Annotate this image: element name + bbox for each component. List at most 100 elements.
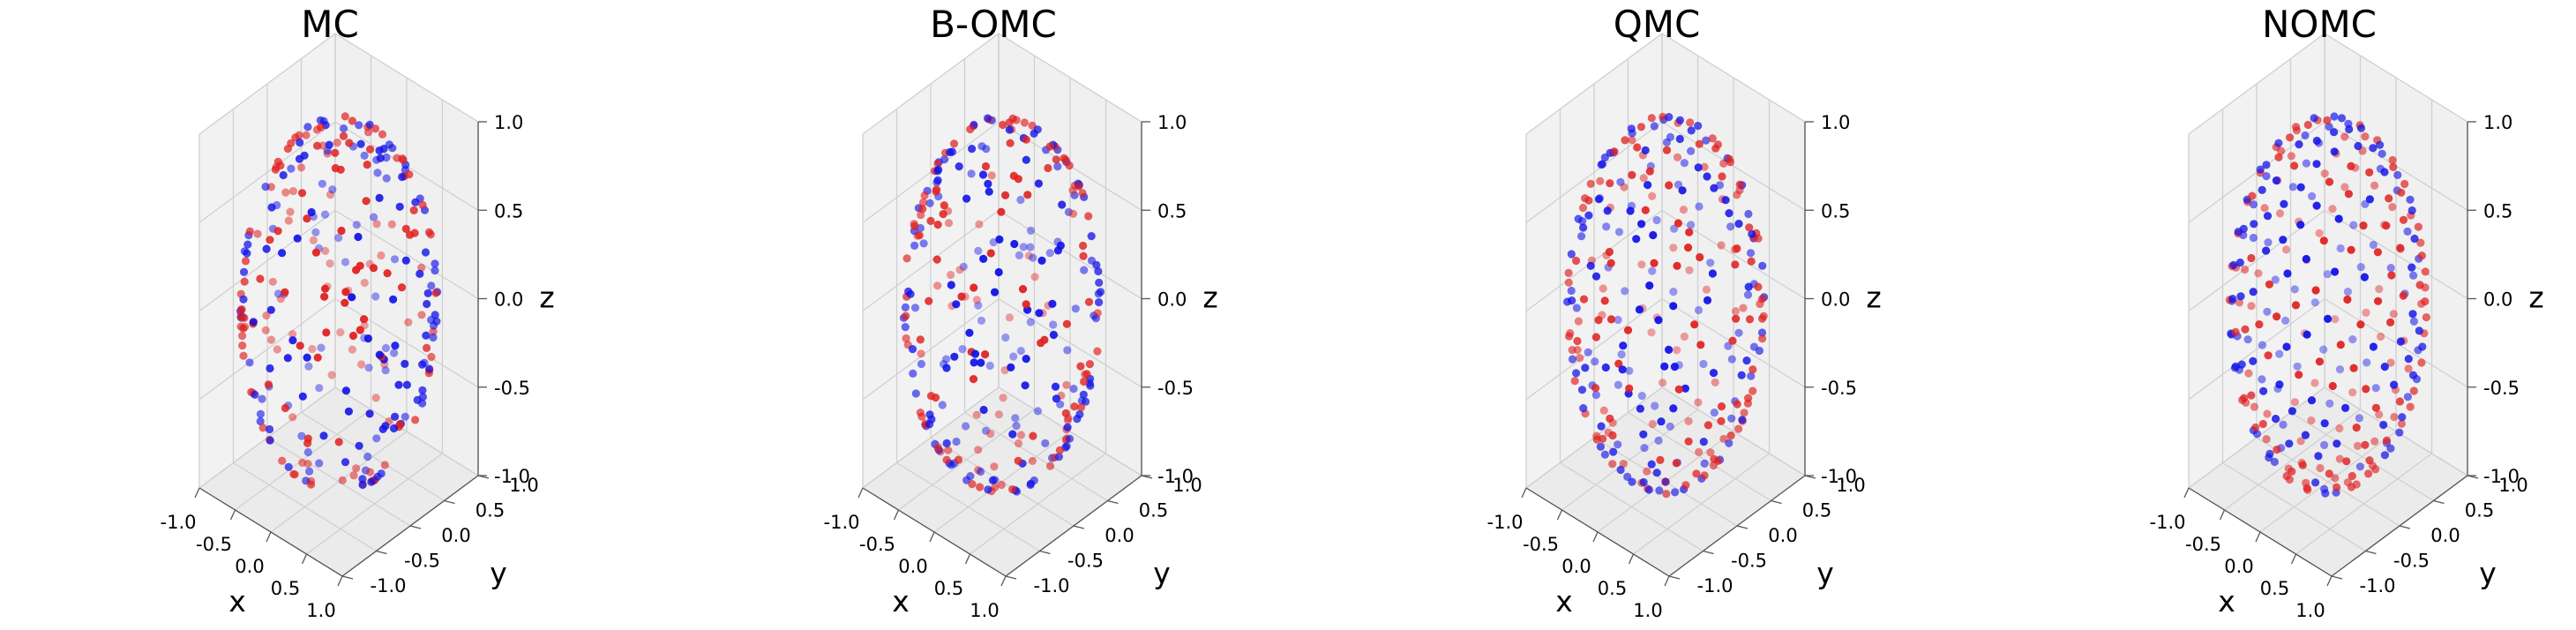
data-point: [2236, 292, 2245, 301]
data-point: [2321, 489, 2330, 498]
data-point: [2376, 140, 2385, 149]
data-point: [2408, 263, 2416, 272]
data-point: [256, 274, 265, 283]
data-point: [2301, 131, 2310, 140]
data-point: [1669, 244, 1678, 252]
x-tick: [2290, 553, 2297, 565]
data-point: [1005, 118, 1014, 127]
data-point: [381, 422, 390, 431]
data-point: [1584, 348, 1592, 356]
data-point: [1565, 332, 1574, 341]
grid-line: [1525, 121, 1663, 223]
data-point: [315, 459, 324, 468]
data-point: [1079, 251, 1088, 260]
data-point: [944, 219, 954, 228]
data-point: [1623, 326, 1633, 334]
data-point: [910, 304, 920, 312]
data-point: [1710, 454, 1719, 463]
data-point: [1618, 365, 1627, 374]
data-point: [2356, 124, 2366, 132]
data-point: [2292, 123, 2301, 131]
data-point: [2291, 301, 2301, 310]
data-point: [1079, 390, 1088, 399]
data-point: [2316, 463, 2325, 473]
data-point: [1058, 200, 1067, 209]
grid-line: [198, 209, 336, 312]
data-point: [1591, 384, 1600, 393]
data-point: [345, 139, 354, 147]
x-tick: [2183, 487, 2190, 499]
data-point: [2282, 342, 2291, 351]
x-tick: [2219, 509, 2226, 521]
data-point: [266, 364, 274, 373]
data-point: [2259, 386, 2268, 395]
data-point: [1680, 159, 1689, 168]
data-point: [1747, 257, 1756, 266]
data-point: [918, 198, 928, 206]
data-point: [1016, 431, 1026, 439]
data-point: [1063, 346, 1072, 355]
data-point: [1700, 162, 1709, 171]
data-point: [997, 207, 1006, 216]
y-tick-label: -0.5: [1067, 551, 1104, 572]
data-point: [303, 123, 312, 131]
data-point: [2314, 452, 2323, 461]
data-point: [1674, 219, 1682, 228]
data-point: [391, 341, 400, 350]
data-point: [1024, 251, 1034, 260]
data-point: [1033, 407, 1042, 416]
y-tick: [2399, 525, 2411, 529]
data-point: [968, 145, 977, 154]
data-point: [1748, 229, 1756, 238]
data-point: [348, 345, 356, 354]
data-point: [1016, 347, 1025, 356]
data-point: [994, 267, 1003, 277]
data-point: [2323, 270, 2332, 279]
grid-line: [862, 33, 1000, 135]
data-point: [919, 239, 928, 248]
data-point: [283, 145, 292, 154]
data-point: [1684, 416, 1693, 425]
data-point: [2328, 381, 2337, 391]
x-tick-label: 0.0: [898, 556, 927, 577]
data-point: [2396, 244, 2405, 252]
data-point: [925, 199, 934, 207]
data-point: [933, 221, 942, 229]
data-point: [258, 424, 267, 432]
data-point: [1564, 278, 1573, 287]
data-point: [1095, 278, 1104, 287]
x-tick-label: 1.0: [2295, 600, 2325, 621]
data-point: [1606, 259, 1615, 267]
z-tick-label: 1.0: [494, 112, 523, 133]
data-point: [1654, 316, 1663, 325]
x-tick: [337, 575, 343, 587]
data-point: [325, 140, 333, 149]
data-point: [1639, 477, 1648, 487]
data-point: [1598, 160, 1606, 169]
data-point: [2262, 246, 2271, 255]
data-point: [962, 422, 970, 431]
data-point: [942, 364, 951, 372]
x-tick-label: 1.0: [306, 600, 335, 621]
data-point: [974, 301, 983, 310]
data-point: [2360, 273, 2369, 281]
data-point: [915, 231, 924, 240]
data-point: [289, 469, 298, 479]
data-point: [431, 311, 439, 319]
y-tick: [2433, 499, 2445, 505]
data-point: [2237, 360, 2246, 369]
data-point: [2244, 369, 2253, 378]
y-tick-label: 1.0: [1172, 475, 1202, 496]
data-point: [999, 120, 1007, 130]
data-point: [2330, 147, 2339, 156]
data-point: [1625, 384, 1634, 393]
y-tick: [2331, 575, 2343, 580]
y-tick-label: 1.0: [509, 475, 538, 496]
z-axis-label: z: [1866, 281, 1881, 315]
data-point: [911, 389, 920, 398]
data-point: [1749, 365, 1757, 374]
data-point: [1586, 179, 1595, 188]
data-point: [2258, 341, 2266, 349]
data-point: [352, 464, 361, 473]
data-point: [917, 359, 925, 369]
